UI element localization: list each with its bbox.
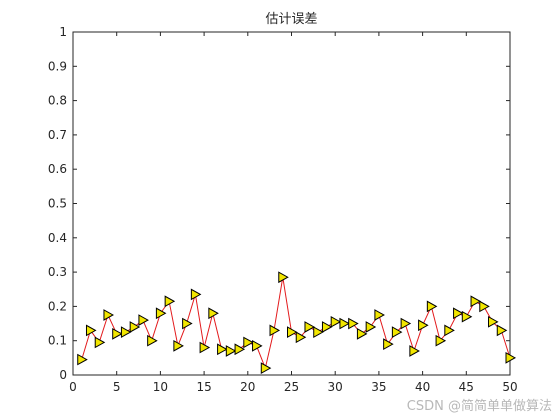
y-tick-label: 0 [59, 368, 67, 382]
data-point-marker [225, 345, 237, 357]
y-tick-label: 0.5 [48, 197, 67, 211]
data-point-marker [120, 326, 132, 338]
y-tick-label: 0.7 [48, 128, 67, 142]
y-tick-label: 0.2 [48, 299, 67, 313]
y-tick-label: 0.4 [48, 231, 67, 245]
x-tick-label: 30 [328, 380, 343, 394]
data-point-marker [426, 300, 438, 313]
data-point-marker [339, 317, 350, 330]
data-point-marker [461, 310, 473, 323]
data-point-marker [85, 324, 97, 337]
data-point-marker [479, 300, 490, 313]
x-axis: 0 5 10 15 20 25 30 35 40 45 50 [69, 32, 518, 394]
data-point-marker [505, 352, 517, 364]
y-tick-label: 0.8 [48, 94, 67, 108]
data-point-marker [374, 309, 385, 321]
x-tick-label: 20 [240, 380, 255, 394]
data-point-marker [199, 341, 211, 354]
x-tick-label: 15 [196, 380, 211, 394]
data-point-marker [365, 321, 377, 333]
data-point-marker [112, 327, 123, 340]
data-point-marker [453, 307, 464, 320]
x-tick-label: 45 [459, 380, 474, 394]
data-point-marker [173, 339, 184, 352]
data-point-marker [470, 295, 482, 308]
data-point-marker [409, 345, 420, 357]
data-point-marker [278, 271, 289, 284]
data-point-marker [383, 338, 394, 350]
data-point-marker [217, 343, 228, 356]
chart-title: 估计误差 [265, 12, 317, 27]
x-tick-label: 50 [502, 380, 517, 394]
data-point-marker [435, 334, 447, 347]
plot-area [72, 31, 511, 376]
data-point-marker [488, 315, 499, 328]
data-point-marker [321, 321, 333, 333]
data-point-marker [155, 307, 167, 320]
data-point-marker [295, 331, 307, 344]
data-point-marker [269, 324, 281, 337]
data-point-marker [208, 307, 219, 320]
data-point-marker [348, 317, 359, 330]
data-point-marker [129, 321, 141, 333]
data-point-marker [400, 317, 412, 330]
x-tick-label: 40 [415, 380, 430, 394]
y-tick-label: 0.1 [48, 334, 67, 348]
y-tick-label: 0.9 [48, 59, 67, 73]
watermark-text: CSDN @简简单单做算法 [406, 399, 552, 414]
data-point-marker [496, 324, 508, 337]
data-point-marker [103, 309, 114, 321]
data-point-marker [304, 321, 316, 333]
data-point-marker [147, 334, 158, 347]
data-point-marker [252, 339, 263, 352]
x-tick-label: 10 [153, 380, 168, 394]
data-point-marker [260, 362, 272, 374]
data-point-marker [138, 314, 149, 326]
y-axis: 0 0.1 0.2 0.3 0.4 0.5 0.6 0.7 0.8 0.9 1 [48, 25, 510, 382]
data-point-marker [243, 336, 254, 349]
data-series [77, 271, 517, 374]
data-point-marker [287, 326, 298, 338]
data-point-marker [444, 324, 455, 337]
data-point-marker [391, 326, 403, 338]
data-point-marker [164, 295, 176, 308]
data-point-marker [77, 353, 88, 366]
x-tick-label: 0 [69, 380, 77, 394]
x-tick-label: 5 [113, 380, 121, 394]
data-point-marker [234, 343, 246, 356]
data-point-marker [182, 317, 193, 330]
y-tick-label: 0.6 [48, 162, 67, 176]
data-point-marker [418, 319, 429, 332]
y-tick-label: 1 [59, 25, 67, 39]
y-tick-label: 0.3 [48, 265, 67, 279]
x-tick-label: 35 [371, 380, 386, 394]
data-point-marker [94, 336, 106, 349]
data-point-marker [330, 315, 342, 328]
data-point-marker [356, 327, 368, 340]
x-tick-label: 25 [284, 380, 299, 394]
data-point-marker [190, 288, 202, 301]
data-point-marker [313, 326, 324, 338]
